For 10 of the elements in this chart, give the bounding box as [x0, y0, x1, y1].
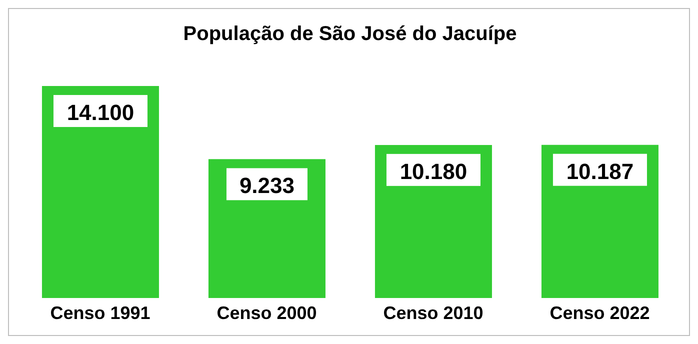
bar — [42, 86, 159, 298]
x-tick-label: Censo 2010 — [383, 302, 484, 323]
data-label: 14.100 — [66, 100, 134, 125]
data-label: 9.233 — [239, 173, 295, 198]
data-label: 10.187 — [566, 158, 634, 184]
chart-title: População de São José do Jacuípe — [182, 23, 518, 46]
x-tick-label: Censo 2000 — [216, 302, 317, 323]
x-tick-label: Censo 2022 — [550, 302, 650, 323]
x-tick-label: Censo 1991 — [50, 302, 150, 323]
data-label: 10.180 — [400, 158, 468, 184]
